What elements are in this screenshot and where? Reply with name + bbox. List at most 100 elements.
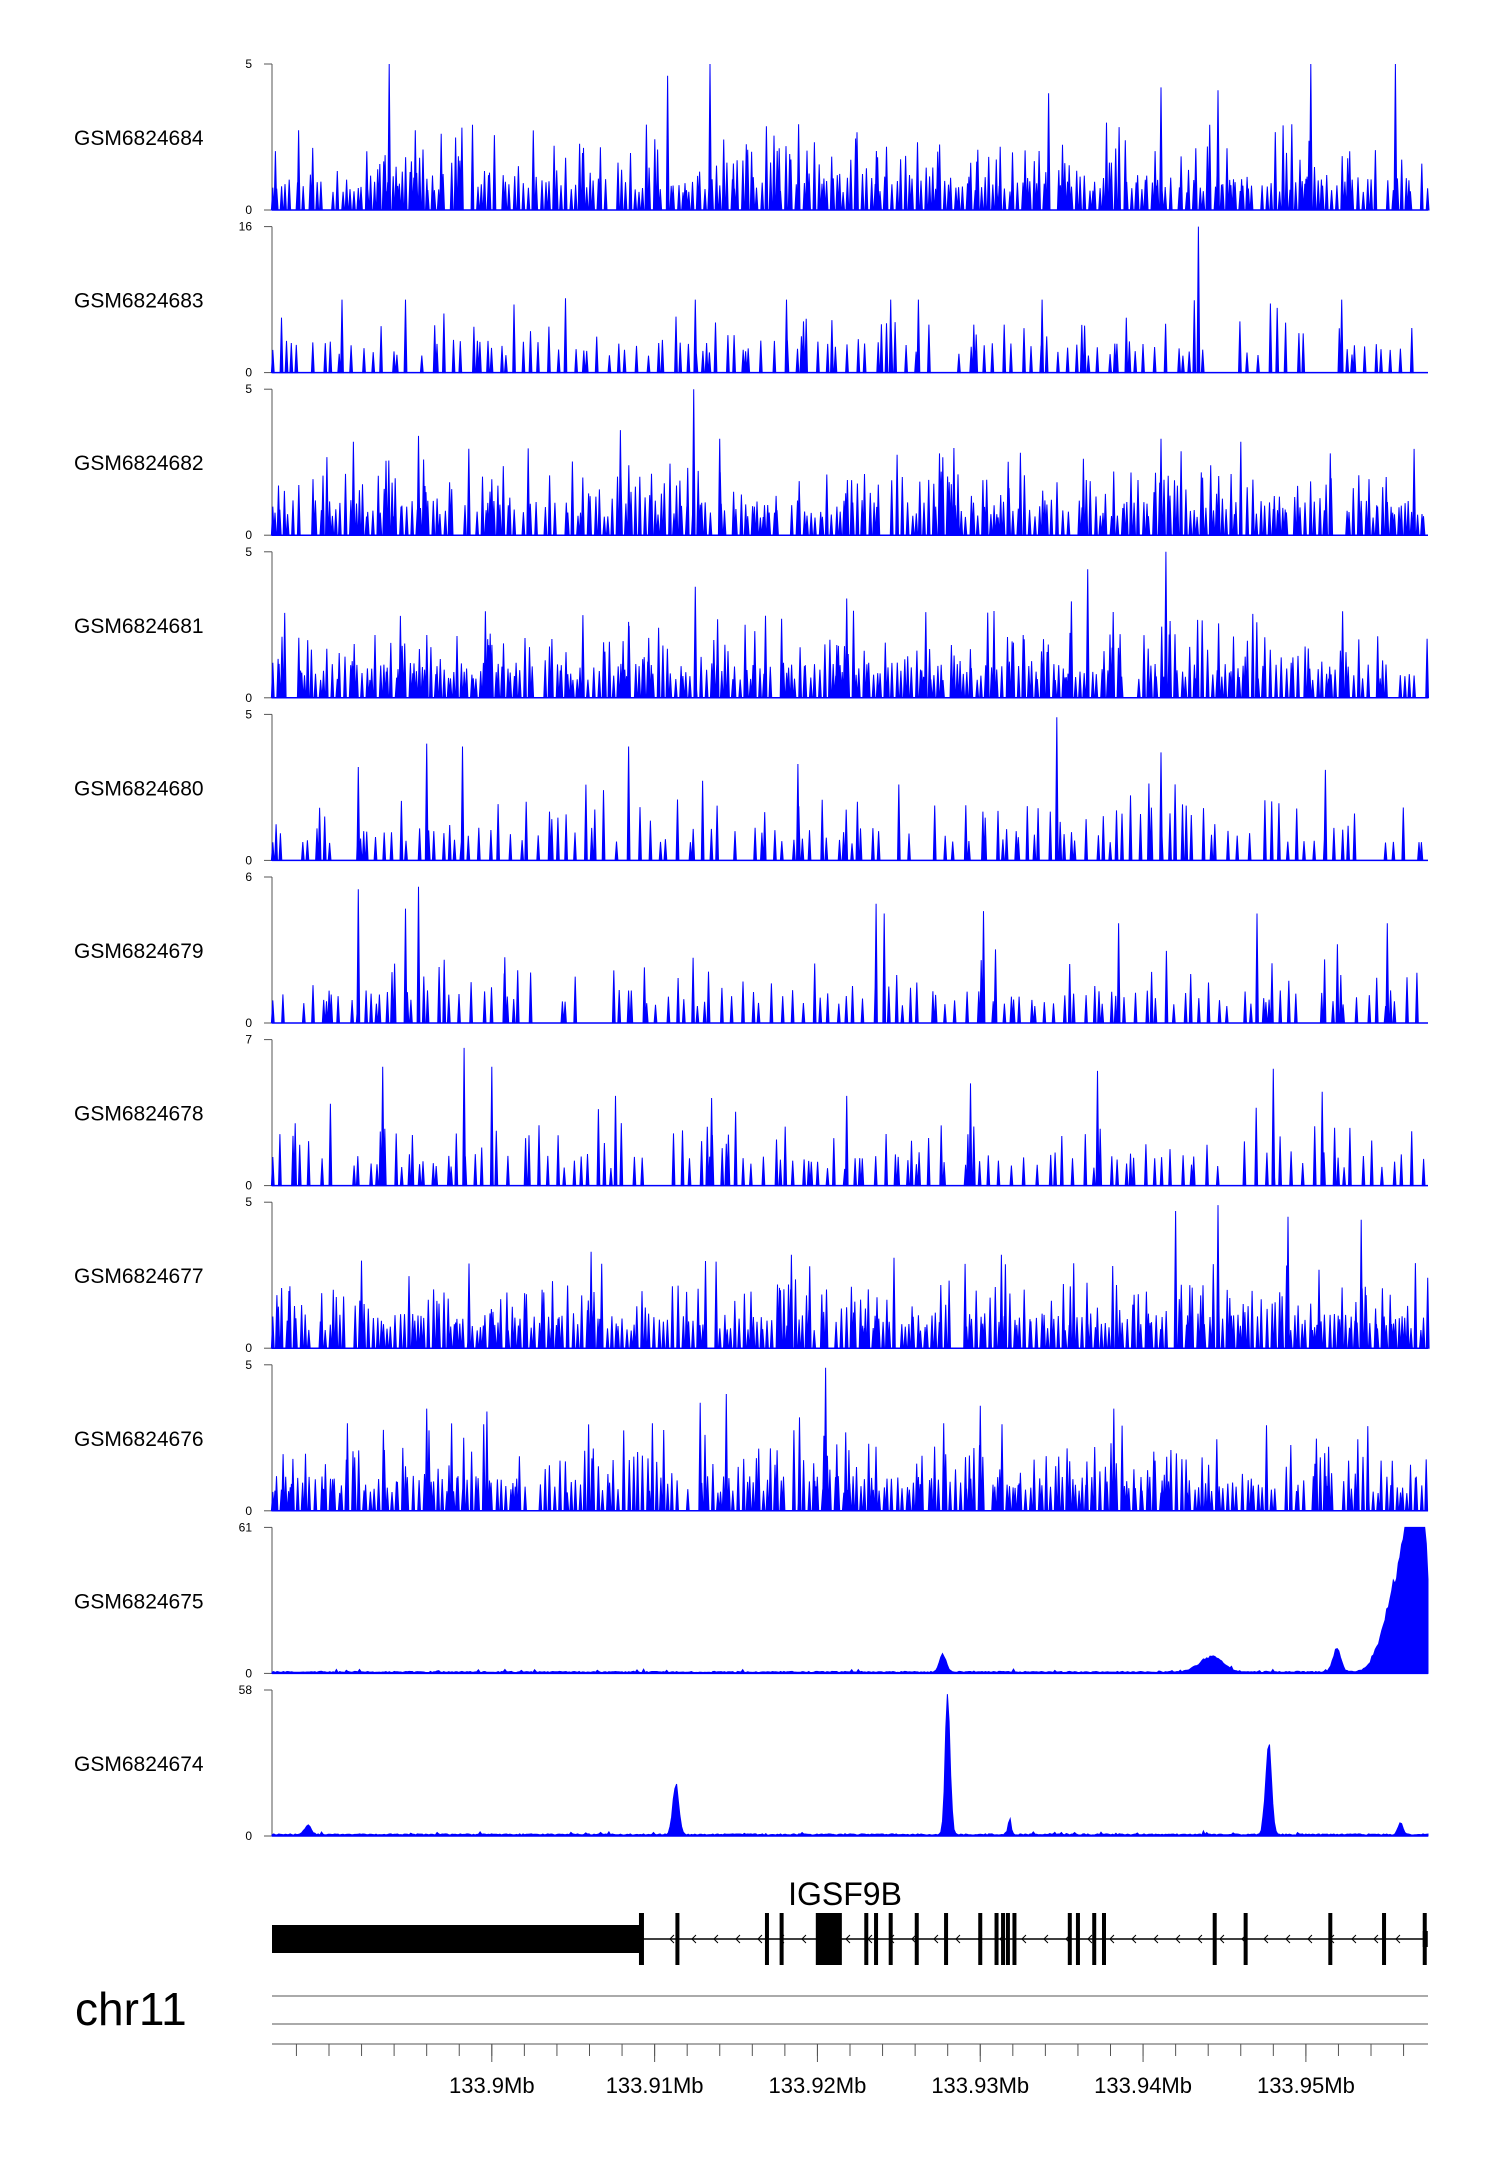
strand-arrow bbox=[1175, 1934, 1181, 1944]
coverage-area bbox=[270, 551, 1430, 699]
strand-arrow bbox=[669, 1934, 675, 1944]
exon-block bbox=[818, 1913, 823, 1965]
genomic-axis: chr11 133.9Mb 133.91Mb 133.92Mb 133.93Mb 133… bbox=[75, 1983, 1428, 2098]
strand-arrow bbox=[1263, 1934, 1269, 1944]
track-GSM6824677: GSM6824677 5 0 bbox=[74, 1195, 1430, 1355]
coverage-area bbox=[270, 1047, 1426, 1187]
y-min-label: 0 bbox=[245, 203, 252, 217]
y-max-label: 5 bbox=[245, 545, 252, 559]
track-GSM6824681: GSM6824681 5 0 bbox=[74, 545, 1430, 705]
strand-arrow bbox=[1021, 1934, 1027, 1944]
coverage-area bbox=[270, 389, 1426, 536]
strand-arrow bbox=[1219, 1934, 1225, 1944]
y-max-label: 5 bbox=[245, 707, 252, 721]
coverage-area bbox=[270, 226, 1414, 374]
gene-name-label: IGSF9B bbox=[788, 1876, 902, 1912]
x-tick-label: 133.94Mb bbox=[1094, 2073, 1192, 2098]
track-label: GSM6824675 bbox=[74, 1590, 204, 1613]
exon-block bbox=[1382, 1913, 1387, 1965]
x-tick-label: 133.93Mb bbox=[931, 2073, 1029, 2098]
y-min-label: 0 bbox=[245, 1341, 252, 1355]
exon-block bbox=[1101, 1913, 1106, 1965]
coverage-area bbox=[270, 886, 1419, 1024]
track-label: GSM6824678 bbox=[74, 1103, 204, 1126]
strand-arrow bbox=[1109, 1934, 1115, 1944]
exon-block bbox=[1001, 1913, 1006, 1965]
y-min-label: 0 bbox=[245, 1179, 252, 1193]
y-max-label: 5 bbox=[245, 1358, 252, 1372]
exon-block bbox=[874, 1913, 879, 1965]
exon-block bbox=[1005, 1913, 1010, 1965]
strand-arrow bbox=[933, 1934, 939, 1944]
exon-block bbox=[1243, 1913, 1248, 1965]
coverage-area bbox=[271, 1526, 1429, 1674]
y-max-label: 16 bbox=[239, 220, 253, 234]
y-min-label: 0 bbox=[245, 1666, 252, 1680]
track-label: GSM6824676 bbox=[74, 1428, 204, 1451]
exon-block bbox=[1328, 1913, 1333, 1965]
exon-block bbox=[638, 1913, 644, 1965]
strand-arrow bbox=[1043, 1934, 1049, 1944]
y-min-label: 0 bbox=[245, 528, 252, 542]
strand-arrow bbox=[1153, 1934, 1159, 1944]
exon-block bbox=[1092, 1913, 1097, 1965]
y-min-label: 0 bbox=[245, 1504, 252, 1518]
track-GSM6824675: GSM6824675 61 0 bbox=[74, 1520, 1429, 1680]
x-tick-label: 133.91Mb bbox=[606, 2073, 704, 2098]
y-max-label: 5 bbox=[245, 57, 252, 71]
track-label: GSM6824680 bbox=[74, 777, 204, 800]
track-label: GSM6824682 bbox=[74, 452, 204, 475]
track-label: GSM6824681 bbox=[74, 615, 204, 638]
exon-block bbox=[1212, 1913, 1217, 1965]
y-max-label: 5 bbox=[245, 382, 252, 396]
strand-arrow bbox=[1197, 1934, 1203, 1944]
track-label: GSM6824674 bbox=[74, 1753, 204, 1776]
exon-block bbox=[675, 1913, 680, 1965]
exon-block bbox=[1012, 1913, 1017, 1965]
exon-block bbox=[833, 1913, 838, 1965]
track-GSM6824679: GSM6824679 6 0 bbox=[74, 870, 1428, 1030]
exon-block bbox=[1067, 1913, 1072, 1965]
strand-arrow bbox=[1395, 1934, 1401, 1944]
exon-block bbox=[864, 1913, 869, 1965]
track-GSM6824674: GSM6824674 58 0 bbox=[74, 1683, 1429, 1843]
strand-arrow bbox=[1285, 1934, 1291, 1944]
track-GSM6824682: GSM6824682 5 0 bbox=[74, 382, 1428, 542]
strand-arrow bbox=[691, 1934, 697, 1944]
strand-arrow bbox=[757, 1934, 763, 1944]
x-tick-label: 133.92Mb bbox=[769, 2073, 867, 2098]
track-label: GSM6824684 bbox=[74, 127, 204, 150]
tss-cap bbox=[1422, 1931, 1428, 1947]
y-max-label: 7 bbox=[245, 1033, 252, 1047]
x-tick-label: 133.9Mb bbox=[449, 2073, 535, 2098]
strand-arrow bbox=[955, 1934, 961, 1944]
coverage-tracks: GSM682468450GSM6824683160GSM682468250GSM… bbox=[74, 57, 1430, 1843]
y-max-label: 6 bbox=[245, 870, 252, 884]
utr-block bbox=[272, 1925, 640, 1953]
strand-arrow bbox=[1087, 1934, 1093, 1944]
strand-arrow bbox=[845, 1934, 851, 1944]
gene-model-track: IGSF9B bbox=[272, 1876, 1428, 1965]
track-GSM6824676: GSM6824676 5 0 bbox=[74, 1358, 1429, 1518]
x-tick-label: 133.95Mb bbox=[1257, 2073, 1355, 2098]
chromosome-label: chr11 bbox=[75, 1983, 187, 2035]
y-max-label: 58 bbox=[239, 1683, 253, 1697]
exon-block bbox=[994, 1913, 999, 1965]
coverage-area bbox=[270, 1367, 1429, 1512]
strand-arrow bbox=[801, 1934, 807, 1944]
coverage-area bbox=[270, 1205, 1430, 1349]
strand-arrow bbox=[1373, 1934, 1379, 1944]
exon-block bbox=[914, 1913, 919, 1965]
exon-block bbox=[888, 1913, 893, 1965]
exon-block bbox=[779, 1913, 784, 1965]
y-max-label: 61 bbox=[239, 1520, 253, 1534]
track-GSM6824680: GSM6824680 5 0 bbox=[74, 707, 1428, 867]
y-min-label: 0 bbox=[245, 1829, 252, 1843]
track-label: GSM6824683 bbox=[74, 290, 204, 313]
y-min-label: 0 bbox=[245, 853, 252, 867]
coverage-area bbox=[270, 717, 1424, 861]
y-min-label: 0 bbox=[245, 366, 252, 380]
strand-arrow bbox=[1351, 1934, 1357, 1944]
y-max-label: 5 bbox=[245, 1195, 252, 1209]
